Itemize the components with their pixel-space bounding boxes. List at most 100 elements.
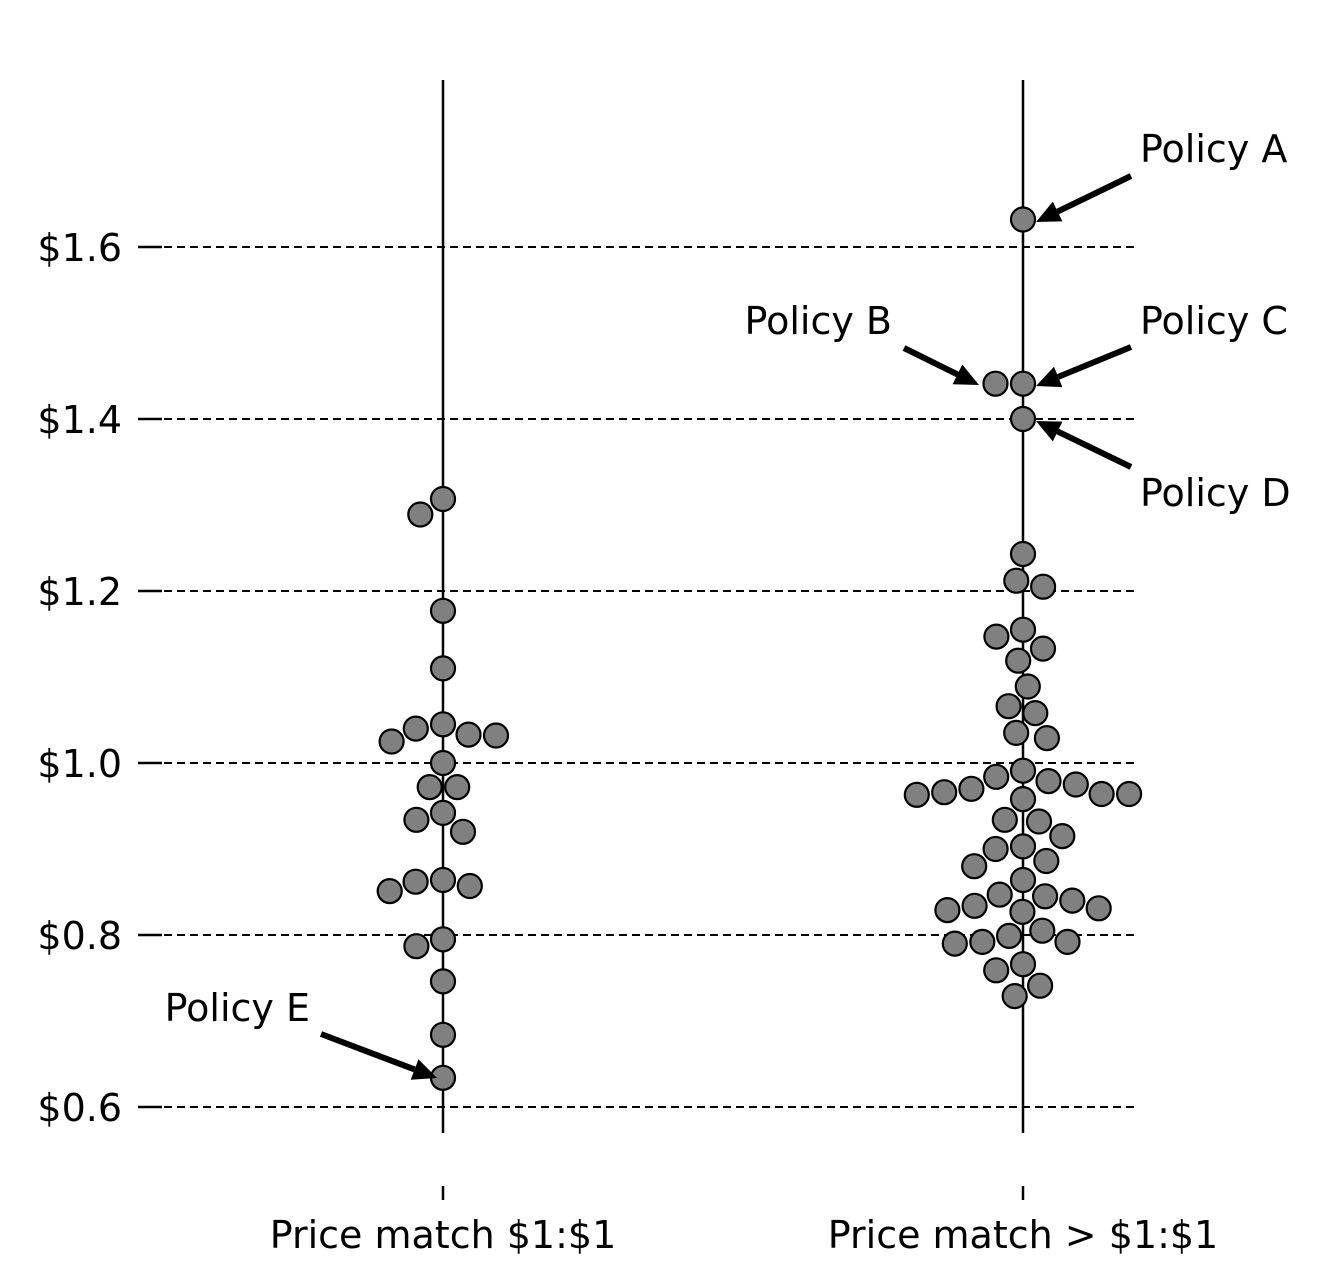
data-point <box>1009 757 1037 784</box>
x-tick-label-price-match-1-1: Price match $1:$1 <box>270 1213 617 1257</box>
data-point <box>903 781 930 808</box>
data-point <box>1029 917 1056 944</box>
data-point <box>1054 928 1081 956</box>
data-point <box>1025 808 1053 835</box>
data-point <box>376 877 403 905</box>
data-point <box>407 501 434 528</box>
annotation-arrow-head <box>1036 366 1063 388</box>
annotation-arrow-shaft <box>1057 344 1133 380</box>
data-point <box>429 1021 457 1048</box>
data-point <box>1014 673 1041 700</box>
data-point <box>378 728 405 755</box>
data-point <box>995 693 1022 720</box>
data-point <box>982 835 1009 863</box>
data-point <box>1062 771 1089 798</box>
data-point <box>1031 883 1059 910</box>
data-point <box>995 922 1023 950</box>
data-point <box>449 818 477 845</box>
data-point <box>1029 635 1057 662</box>
y-tick-label: $1.4 <box>37 398 122 442</box>
annotation-policy-e: Policy E <box>165 986 437 1080</box>
annotation-label: Policy B <box>745 299 892 343</box>
y-tick-label: $0.8 <box>37 914 122 958</box>
data-point <box>1001 982 1028 1010</box>
annotation-arrow-head <box>952 364 979 385</box>
data-point <box>482 722 510 749</box>
data-point <box>429 485 457 513</box>
category-lines <box>441 80 1025 1133</box>
data-point <box>934 896 961 924</box>
x-tick-label-price-match-1-1: Price match > $1:$1 <box>828 1213 1218 1257</box>
data-point <box>1009 785 1037 813</box>
data-point <box>1003 567 1030 594</box>
annotation-arrow-head <box>410 1059 437 1080</box>
data-point <box>1009 898 1036 925</box>
data-point <box>961 853 988 880</box>
data-point <box>941 930 968 957</box>
data-point <box>958 775 985 802</box>
annotation-arrow-shaft <box>319 1031 416 1073</box>
annotation-arrow-head <box>1036 201 1063 222</box>
data-point <box>444 773 471 801</box>
data-point <box>1115 780 1143 808</box>
data-point <box>1009 370 1037 397</box>
data-point <box>931 779 958 806</box>
annotation-arrow-shaft <box>1056 173 1133 215</box>
data-point <box>402 868 429 895</box>
data-point <box>416 773 443 801</box>
data-point <box>1009 616 1037 643</box>
data-point <box>1049 822 1076 850</box>
y-tick-label: $1.6 <box>37 226 122 270</box>
data-points <box>376 206 1143 1091</box>
annotations: Policy A Policy B Policy C Policy D Policy E <box>165 127 1291 1080</box>
y-tick-label: $0.6 <box>37 1086 122 1130</box>
data-point <box>429 597 457 624</box>
data-point <box>429 926 457 953</box>
data-point <box>456 872 483 900</box>
data-point <box>1059 887 1086 914</box>
data-point <box>403 933 430 960</box>
annotation-label: Policy E <box>165 986 310 1030</box>
data-point <box>1005 647 1032 674</box>
data-point <box>969 928 996 956</box>
data-point <box>429 866 457 894</box>
annotation-policy-a: Policy A <box>1036 127 1287 222</box>
annotation-label: Policy C <box>1140 299 1288 343</box>
data-point <box>991 806 1018 833</box>
data-point <box>429 711 457 738</box>
data-point <box>1022 699 1049 727</box>
annotation-policy-d: Policy D <box>1036 421 1291 515</box>
data-point <box>983 957 1010 984</box>
annotation-arrow-shaft <box>1056 428 1133 470</box>
data-point <box>983 763 1010 790</box>
annotation-label: Policy A <box>1140 127 1287 171</box>
data-point <box>1009 405 1037 433</box>
data-point <box>1009 206 1037 233</box>
data-point <box>429 749 457 777</box>
annotation-arrow-shaft <box>902 345 959 378</box>
data-point <box>1035 767 1062 795</box>
data-point <box>1085 895 1112 922</box>
y-tick-label: $1.2 <box>37 570 122 614</box>
annotation-arrow-head <box>1036 421 1063 442</box>
data-point <box>402 715 429 742</box>
data-point <box>1009 540 1037 568</box>
data-point <box>1033 724 1061 752</box>
data-point <box>429 655 457 682</box>
data-point <box>982 370 1009 397</box>
data-point <box>1003 719 1030 747</box>
y-tick-label: $1.0 <box>37 742 122 786</box>
data-point <box>1009 951 1037 978</box>
data-point <box>403 806 430 833</box>
data-point <box>1009 833 1037 860</box>
y-axis: $0.6 $0.8 $1.0 $1.2 $1.4 $1.6 <box>37 226 162 1130</box>
data-point <box>455 721 482 748</box>
data-point <box>1088 780 1115 808</box>
x-axis: Price match $1:$1 Price match > $1:$1 <box>270 1186 1218 1257</box>
data-point <box>986 881 1013 908</box>
data-point <box>429 799 457 827</box>
data-point <box>1026 972 1054 999</box>
data-point <box>429 968 457 995</box>
